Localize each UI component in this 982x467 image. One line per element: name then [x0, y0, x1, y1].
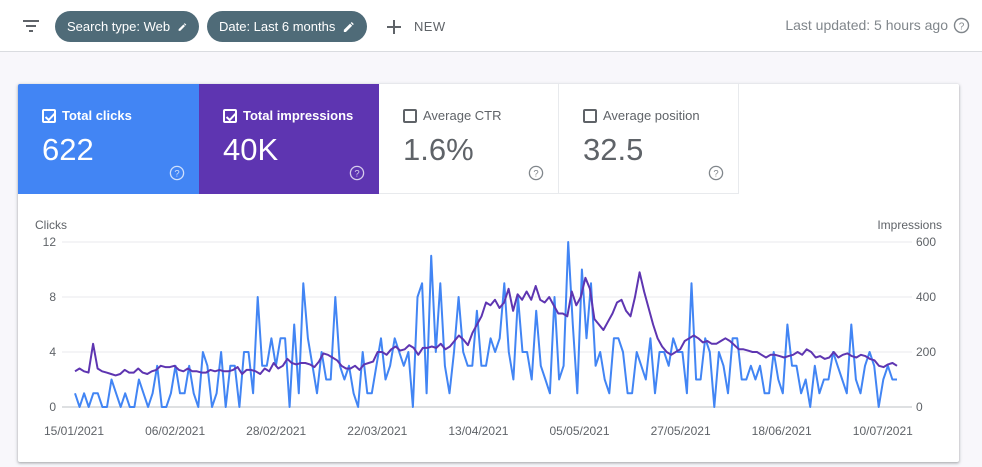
edit-icon[interactable] — [343, 20, 355, 34]
plus-icon — [387, 19, 401, 34]
filter-toolbar: Search type: Web Date: Last 6 months NEW… — [0, 0, 982, 52]
help-icon[interactable]: ? — [528, 165, 544, 181]
new-filter-button[interactable]: NEW — [383, 11, 446, 42]
metric-total-clicks[interactable]: Total clicks 622 ? — [18, 84, 199, 194]
svg-text:?: ? — [174, 169, 179, 180]
search-type-chip[interactable]: Search type: Web — [55, 11, 199, 42]
date-range-chip-label: Date: Last 6 months — [219, 19, 336, 34]
help-icon[interactable]: ? — [953, 17, 970, 34]
metric-average-position[interactable]: Average position 32.5 ? — [559, 84, 739, 194]
new-filter-label: NEW — [414, 19, 446, 34]
total-clicks-label: Total clicks — [62, 108, 132, 123]
metric-row-spacer — [739, 84, 959, 194]
last-updated-text: Last updated: 5 hours ago — [785, 17, 948, 33]
help-icon[interactable]: ? — [708, 165, 724, 181]
svg-text:?: ? — [533, 169, 538, 180]
metric-average-ctr[interactable]: Average CTR 1.6% ? — [379, 84, 559, 194]
total-impressions-value: 40K — [223, 132, 279, 167]
metric-total-impressions[interactable]: Total impressions 40K ? — [199, 84, 379, 194]
average-ctr-value: 1.6% — [403, 132, 474, 167]
average-ctr-label: Average CTR — [423, 108, 502, 123]
svg-text:?: ? — [959, 21, 965, 32]
date-range-chip[interactable]: Date: Last 6 months — [207, 11, 367, 42]
total-clicks-value: 622 — [42, 132, 94, 167]
total-impressions-label: Total impressions — [243, 108, 354, 123]
performance-card: Total clicks 622 ? Total impressions 40K… — [18, 84, 959, 462]
average-position-checkbox[interactable] — [583, 109, 597, 123]
edit-icon[interactable] — [178, 20, 187, 34]
search-type-chip-label: Search type: Web — [67, 19, 171, 34]
help-icon[interactable]: ? — [169, 165, 185, 181]
filter-icon[interactable] — [21, 16, 41, 36]
average-position-value: 32.5 — [583, 132, 644, 167]
svg-text:?: ? — [354, 169, 359, 180]
average-position-label: Average position — [603, 108, 700, 123]
total-clicks-checkbox[interactable] — [42, 109, 56, 123]
total-impressions-checkbox[interactable] — [223, 109, 237, 123]
average-ctr-checkbox[interactable] — [403, 109, 417, 123]
svg-text:?: ? — [713, 169, 718, 180]
help-icon[interactable]: ? — [349, 165, 365, 181]
